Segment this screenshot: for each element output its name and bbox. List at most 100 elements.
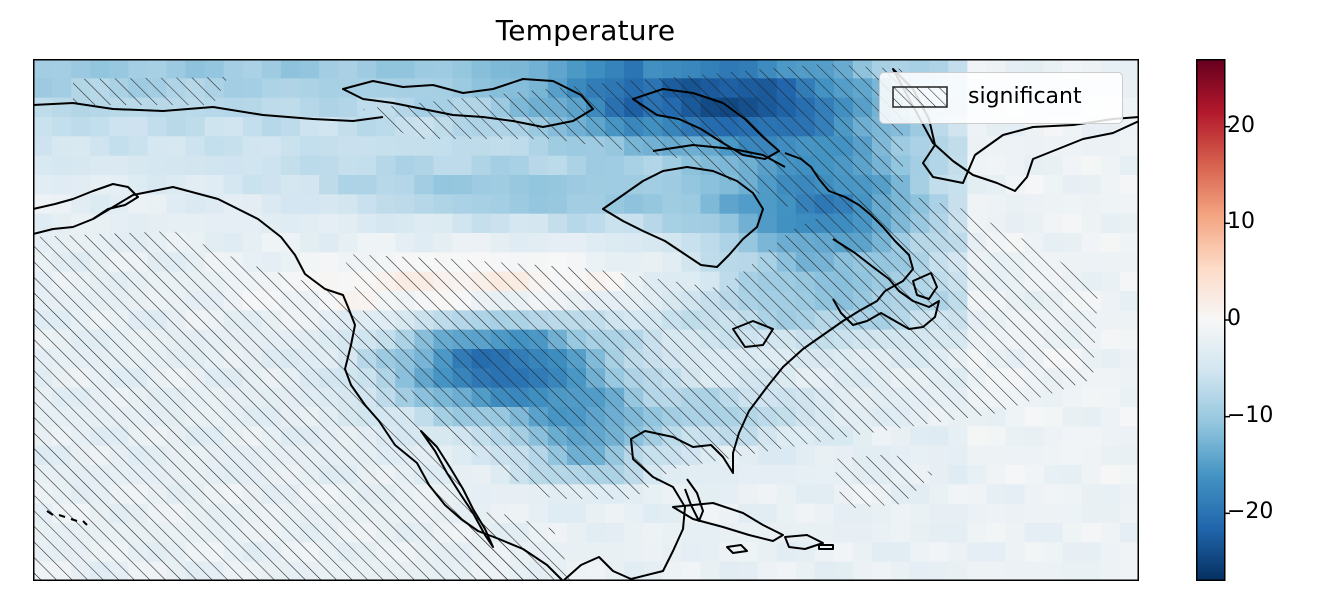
heatmap-cell [280, 252, 301, 273]
heatmap-cell [299, 136, 320, 157]
heatmap-cell [776, 503, 797, 524]
heatmap-cell [452, 78, 473, 99]
heatmap-cell [986, 445, 1007, 466]
heatmap-cell [738, 561, 759, 581]
heatmap-cell [1100, 155, 1121, 176]
legend: significant [879, 72, 1123, 124]
heatmap-cell [547, 503, 568, 524]
heatmap-cell [528, 213, 549, 234]
heatmap-cell [643, 523, 663, 543]
heatmap-cell [395, 59, 415, 79]
heatmap-cell [1005, 175, 1026, 195]
heatmap-cell [1043, 445, 1064, 466]
heatmap-cell [948, 503, 968, 524]
heatmap-cell [1119, 117, 1139, 137]
heatmap-cell [338, 155, 358, 176]
heatmap-cell [757, 542, 778, 563]
heatmap-cell [1100, 252, 1121, 273]
heatmap-cell [586, 542, 606, 563]
heatmap-cell [586, 175, 606, 195]
heatmap-cell [547, 233, 568, 253]
heatmap-cell [90, 155, 110, 176]
heatmap-cell [280, 136, 301, 157]
heatmap-cell [719, 542, 740, 563]
heatmap-cell [357, 59, 377, 79]
heatmap-cell [280, 213, 301, 234]
heatmap-cell [204, 136, 225, 157]
heatmap-cell [986, 465, 1007, 485]
coastline-arctic-islands-2 [632, 88, 780, 160]
heatmap-cell [757, 213, 778, 234]
heatmap-cell [471, 59, 492, 79]
heatmap-cell [490, 213, 511, 234]
heatmap-cell [1024, 407, 1045, 427]
heatmap-cell [1119, 252, 1139, 273]
heatmap-cell [833, 542, 854, 563]
heatmap-cell [52, 175, 72, 195]
heatmap-cell [395, 136, 415, 157]
heatmap-cell [1119, 407, 1139, 427]
heatmap-cell [547, 175, 568, 195]
heatmap-cell [128, 117, 149, 137]
heatmap-cell [395, 194, 415, 215]
heatmap-cell [1119, 136, 1139, 157]
heatmap-cell [299, 194, 320, 215]
heatmap-cell [1024, 561, 1045, 581]
heatmap-cell [586, 503, 606, 524]
heatmap-cell [299, 213, 320, 234]
heatmap-cell [795, 542, 816, 563]
heatmap-cell [1043, 561, 1064, 581]
heatmap-cell [910, 542, 930, 563]
heatmap-cell [1119, 349, 1139, 369]
heatmap-cell [1043, 484, 1064, 505]
heatmap-cell [528, 175, 549, 195]
heatmap-cell [357, 233, 377, 253]
heatmap-cell [357, 117, 377, 137]
heatmap-cell [948, 523, 968, 543]
heatmap-cell [929, 445, 949, 466]
heatmap-cell [414, 233, 435, 253]
heatmap-cell [223, 213, 244, 234]
heatmap-cell [852, 523, 873, 543]
heatmap-cell [1005, 136, 1026, 157]
heatmap-cell [109, 213, 129, 234]
heatmap-cell [891, 561, 911, 581]
heatmap-cell [452, 59, 473, 79]
hatch-region-north [363, 64, 903, 219]
heatmap-cell [719, 252, 740, 273]
heatmap-cell [566, 194, 587, 215]
heatmap-cell [1024, 194, 1045, 215]
heatmap-cell [833, 503, 854, 524]
heatmap-cell [414, 194, 435, 215]
heatmap-cell [128, 136, 149, 157]
heatmap-cell [338, 97, 358, 118]
heatmap-cell [338, 194, 358, 215]
heatmap-cell [605, 175, 625, 195]
heatmap-cell [1100, 561, 1121, 581]
heatmap-cell [90, 117, 110, 137]
heatmap-cell [738, 465, 759, 485]
heatmap-cell [929, 136, 949, 157]
heatmap-cell [319, 155, 339, 176]
heatmap-cell [986, 503, 1007, 524]
heatmap-cell [986, 136, 1007, 157]
heatmap-cell [681, 252, 702, 273]
heatmap-cell [643, 503, 663, 524]
heatmap-cell [71, 136, 91, 157]
heatmap-cell [90, 59, 110, 79]
heatmap-cell [986, 542, 1007, 563]
heatmap-cell [319, 271, 339, 292]
heatmap-cell [433, 155, 454, 176]
heatmap-cell [795, 523, 816, 543]
heatmap-cell [1024, 542, 1045, 563]
heatmap-cell [738, 233, 759, 253]
heatmap-cell [566, 252, 587, 273]
heatmap-cell [1100, 387, 1121, 408]
coastline-alaska-west [33, 183, 139, 235]
heatmap-cell [414, 155, 435, 176]
heatmap-cell [872, 542, 892, 563]
heatmap-cell [1062, 407, 1083, 427]
heatmap-cell [1081, 233, 1102, 253]
heatmap-cell [605, 542, 625, 563]
heatmap-cell [509, 155, 530, 176]
